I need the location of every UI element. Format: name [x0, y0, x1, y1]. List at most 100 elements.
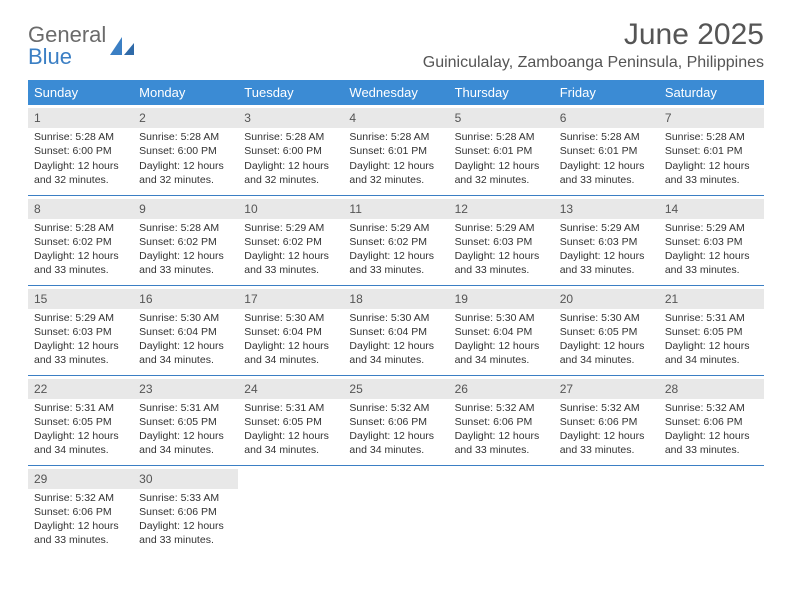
calendar-cell: 1Sunrise: 5:28 AMSunset: 6:00 PMDaylight… [28, 105, 133, 195]
day-content: 28Sunrise: 5:32 AMSunset: 6:06 PMDayligh… [659, 376, 764, 464]
calendar-cell: 2Sunrise: 5:28 AMSunset: 6:00 PMDaylight… [133, 105, 238, 195]
day-content: 12Sunrise: 5:29 AMSunset: 6:03 PMDayligh… [449, 196, 554, 284]
day-content: 5Sunrise: 5:28 AMSunset: 6:01 PMDaylight… [449, 105, 554, 193]
day-number: 5 [449, 108, 554, 128]
sunset-text: Sunset: 6:02 PM [244, 235, 337, 249]
day-number: 27 [554, 379, 659, 399]
sunset-text: Sunset: 6:04 PM [349, 325, 442, 339]
day-content: 25Sunrise: 5:32 AMSunset: 6:06 PMDayligh… [343, 376, 448, 464]
calendar-cell: 30 Sunrise: 5:33 AMSunset: 6:06 PMDayligh… [133, 465, 238, 555]
calendar-cell: 21Sunrise: 5:31 AMSunset: 6:05 PMDayligh… [659, 285, 764, 375]
calendar-cell: 20Sunrise: 5:30 AMSunset: 6:05 PMDayligh… [554, 285, 659, 375]
sunset-text: Sunset: 6:05 PM [560, 325, 653, 339]
calendar-cell: 8Sunrise: 5:28 AMSunset: 6:02 PMDaylight… [28, 195, 133, 285]
brand-logo: General Blue [28, 24, 136, 68]
day-number: 30 [133, 469, 238, 489]
daylight-text: Daylight: 12 hours and 33 minutes. [560, 159, 653, 187]
day-content: 18Sunrise: 5:30 AMSunset: 6:04 PMDayligh… [343, 286, 448, 374]
calendar-cell: 27Sunrise: 5:32 AMSunset: 6:06 PMDayligh… [554, 375, 659, 465]
calendar-cell: 16Sunrise: 5:30 AMSunset: 6:04 PMDayligh… [133, 285, 238, 375]
day-number: 7 [659, 108, 764, 128]
calendar-cell: 13Sunrise: 5:29 AMSunset: 6:03 PMDayligh… [554, 195, 659, 285]
sunrise-text: Sunrise: 5:28 AM [455, 130, 548, 144]
sunset-text: Sunset: 6:05 PM [244, 415, 337, 429]
day-content: 4Sunrise: 5:28 AMSunset: 6:01 PMDaylight… [343, 105, 448, 193]
sunrise-text: Sunrise: 5:30 AM [349, 311, 442, 325]
day-content: 16Sunrise: 5:30 AMSunset: 6:04 PMDayligh… [133, 286, 238, 374]
calendar-cell: 17Sunrise: 5:30 AMSunset: 6:04 PMDayligh… [238, 285, 343, 375]
calendar-cell: 26Sunrise: 5:32 AMSunset: 6:06 PMDayligh… [449, 375, 554, 465]
daylight-text: Daylight: 12 hours and 34 minutes. [455, 339, 548, 367]
sunset-text: Sunset: 6:02 PM [139, 235, 232, 249]
calendar-cell: 25Sunrise: 5:32 AMSunset: 6:06 PMDayligh… [343, 375, 448, 465]
calendar-cell: 10Sunrise: 5:29 AMSunset: 6:02 PMDayligh… [238, 195, 343, 285]
sunrise-text: Sunrise: 5:32 AM [455, 401, 548, 415]
sunset-text: Sunset: 6:03 PM [34, 325, 127, 339]
daylight-text: Daylight: 12 hours and 33 minutes. [139, 249, 232, 277]
daylight-text: Daylight: 12 hours and 34 minutes. [665, 339, 758, 367]
sunrise-text: Sunrise: 5:28 AM [560, 130, 653, 144]
calendar-row: 8Sunrise: 5:28 AMSunset: 6:02 PMDaylight… [28, 195, 764, 285]
weekday-header: Monday [133, 80, 238, 105]
sunrise-text: Sunrise: 5:29 AM [665, 221, 758, 235]
sunrise-text: Sunrise: 5:28 AM [34, 221, 127, 235]
day-number: 12 [449, 199, 554, 219]
sunrise-text: Sunrise: 5:31 AM [139, 401, 232, 415]
sunset-text: Sunset: 6:05 PM [665, 325, 758, 339]
sunset-text: Sunset: 6:06 PM [560, 415, 653, 429]
calendar-cell: 19Sunrise: 5:30 AMSunset: 6:04 PMDayligh… [449, 285, 554, 375]
calendar-cell [343, 465, 448, 555]
day-content: 23Sunrise: 5:31 AMSunset: 6:05 PMDayligh… [133, 376, 238, 464]
day-number: 6 [554, 108, 659, 128]
daylight-text: Daylight: 12 hours and 33 minutes. [665, 429, 758, 457]
weekday-header: Saturday [659, 80, 764, 105]
sunset-text: Sunset: 6:06 PM [139, 505, 232, 519]
day-number: 28 [659, 379, 764, 399]
sunrise-text: Sunrise: 5:28 AM [244, 130, 337, 144]
day-number: 2 [133, 108, 238, 128]
day-content: 19Sunrise: 5:30 AMSunset: 6:04 PMDayligh… [449, 286, 554, 374]
sunrise-text: Sunrise: 5:28 AM [665, 130, 758, 144]
day-number: 1 [28, 108, 133, 128]
daylight-text: Daylight: 12 hours and 34 minutes. [139, 429, 232, 457]
calendar-cell: 14Sunrise: 5:29 AMSunset: 6:03 PMDayligh… [659, 195, 764, 285]
sunrise-text: Sunrise: 5:30 AM [455, 311, 548, 325]
sunrise-text: Sunrise: 5:29 AM [560, 221, 653, 235]
day-number: 16 [133, 289, 238, 309]
daylight-text: Daylight: 12 hours and 33 minutes. [455, 249, 548, 277]
day-number: 13 [554, 199, 659, 219]
daylight-text: Daylight: 12 hours and 32 minutes. [139, 159, 232, 187]
calendar-cell: 3Sunrise: 5:28 AMSunset: 6:00 PMDaylight… [238, 105, 343, 195]
daylight-text: Daylight: 12 hours and 33 minutes. [139, 519, 232, 547]
calendar-row: 22Sunrise: 5:31 AMSunset: 6:05 PMDayligh… [28, 375, 764, 465]
sunset-text: Sunset: 6:01 PM [349, 144, 442, 158]
day-number: 17 [238, 289, 343, 309]
weekday-header: Sunday [28, 80, 133, 105]
day-content: 14Sunrise: 5:29 AMSunset: 6:03 PMDayligh… [659, 196, 764, 284]
calendar-cell: 15Sunrise: 5:29 AMSunset: 6:03 PMDayligh… [28, 285, 133, 375]
daylight-text: Daylight: 12 hours and 34 minutes. [560, 339, 653, 367]
sunrise-text: Sunrise: 5:29 AM [34, 311, 127, 325]
day-content: 10Sunrise: 5:29 AMSunset: 6:02 PMDayligh… [238, 196, 343, 284]
day-content: 15Sunrise: 5:29 AMSunset: 6:03 PMDayligh… [28, 286, 133, 374]
day-number: 10 [238, 199, 343, 219]
daylight-text: Daylight: 12 hours and 32 minutes. [455, 159, 548, 187]
daylight-text: Daylight: 12 hours and 33 minutes. [34, 519, 127, 547]
sunrise-text: Sunrise: 5:33 AM [139, 491, 232, 505]
title-block: June 2025 Guiniculalay, Zamboanga Penins… [423, 18, 764, 72]
day-number: 19 [449, 289, 554, 309]
daylight-text: Daylight: 12 hours and 33 minutes. [349, 249, 442, 277]
day-content: 13Sunrise: 5:29 AMSunset: 6:03 PMDayligh… [554, 196, 659, 284]
day-number: 26 [449, 379, 554, 399]
calendar-cell: 9Sunrise: 5:28 AMSunset: 6:02 PMDaylight… [133, 195, 238, 285]
day-content: 9Sunrise: 5:28 AMSunset: 6:02 PMDaylight… [133, 196, 238, 284]
sunrise-text: Sunrise: 5:28 AM [34, 130, 127, 144]
page-header: General Blue June 2025 Guiniculalay, Zam… [28, 18, 764, 72]
calendar-cell: 18Sunrise: 5:30 AMSunset: 6:04 PMDayligh… [343, 285, 448, 375]
weekday-header: Friday [554, 80, 659, 105]
sunset-text: Sunset: 6:04 PM [139, 325, 232, 339]
sunrise-text: Sunrise: 5:32 AM [665, 401, 758, 415]
sunset-text: Sunset: 6:03 PM [455, 235, 548, 249]
day-number: 15 [28, 289, 133, 309]
daylight-text: Daylight: 12 hours and 33 minutes. [34, 249, 127, 277]
